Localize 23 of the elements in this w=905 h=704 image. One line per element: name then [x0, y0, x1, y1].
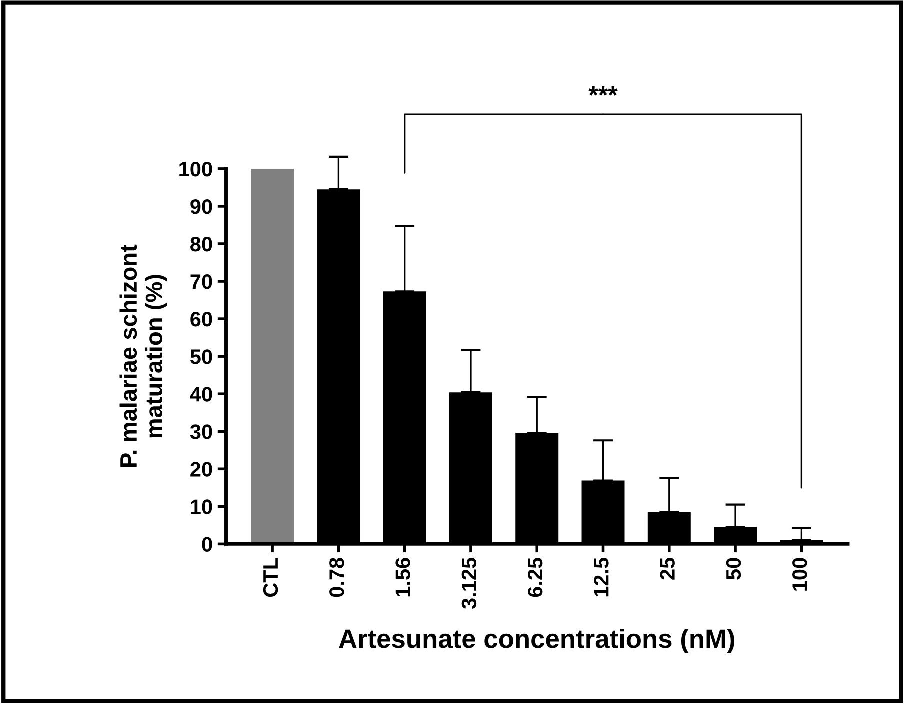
x-tick-label: CTL: [263, 558, 278, 598]
y-tick-label: 40: [190, 387, 212, 402]
y-axis-title: P. malariae schizont maturation (%): [120, 244, 168, 467]
y-tick-label: 90: [190, 199, 212, 214]
x-tick-label: 0.78: [330, 558, 344, 598]
x-tick-label: 25: [660, 558, 675, 580]
text: ***: [588, 86, 618, 96]
x-tick-label: 1.56: [396, 558, 410, 597]
y-tick-label: 20: [190, 462, 212, 477]
x-tick-label: 6.25: [528, 558, 543, 598]
y-tick-label: 0: [202, 537, 212, 552]
y-tick-label: 10: [191, 500, 212, 514]
x-tick-label: 3.125: [462, 558, 477, 610]
y-tick-label: 80: [190, 237, 212, 252]
x-tick-label: 12.5: [594, 558, 609, 597]
y-tick-label: 100: [180, 162, 212, 177]
y-tick-label: 50: [190, 350, 212, 364]
x-tick-label: 100: [792, 558, 808, 591]
y-tick-label: 30: [190, 424, 212, 440]
x-axis-title: Artesunate concentrations (nM): [339, 628, 734, 654]
y-tick-label: 70: [190, 274, 212, 290]
x-tick-label: 50: [726, 558, 742, 580]
y-tick-label: 60: [190, 312, 212, 327]
